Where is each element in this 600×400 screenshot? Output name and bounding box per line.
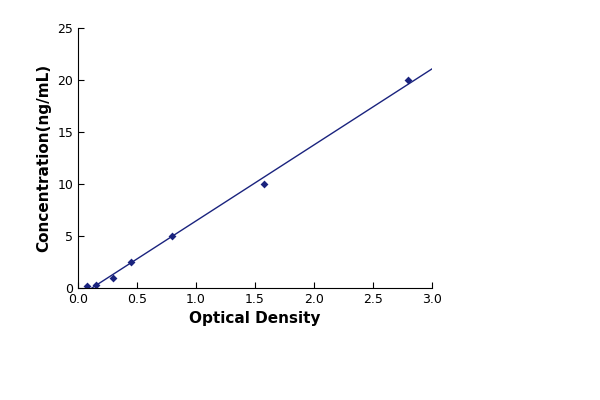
Point (109, 274, 118, 281)
Point (260, 181, 269, 187)
Y-axis label: Concentration(ng/mL): Concentration(ng/mL) (37, 64, 52, 252)
Point (167, 233, 177, 239)
Point (91, 282, 101, 288)
X-axis label: Optical Density: Optical Density (189, 312, 321, 326)
Point (126, 259, 136, 265)
Point (82, 283, 92, 290)
Point (404, 77, 413, 83)
